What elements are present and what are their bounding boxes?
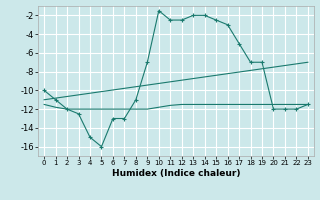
X-axis label: Humidex (Indice chaleur): Humidex (Indice chaleur) (112, 169, 240, 178)
